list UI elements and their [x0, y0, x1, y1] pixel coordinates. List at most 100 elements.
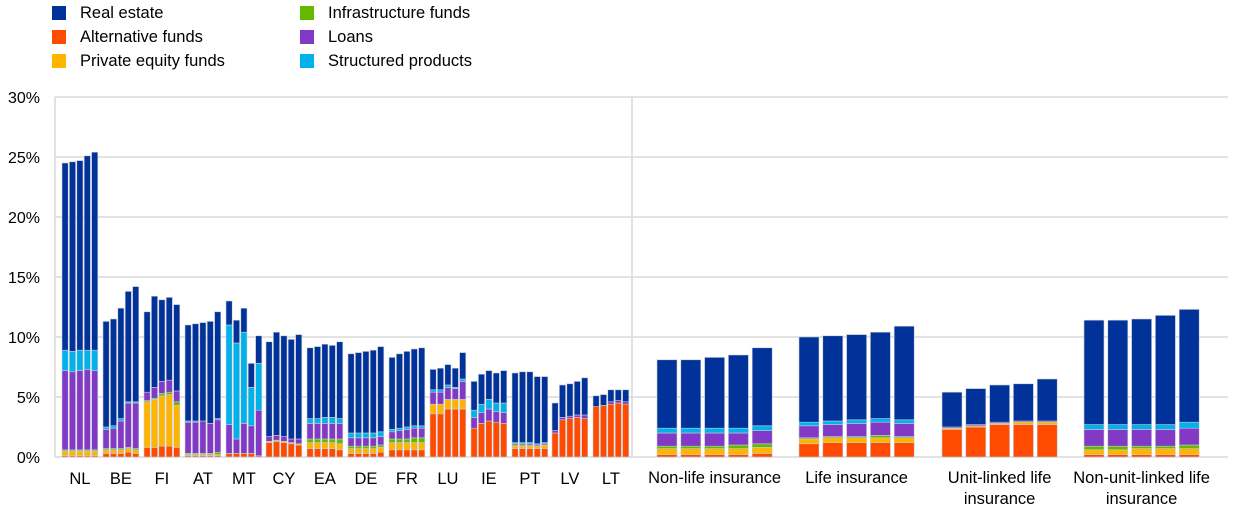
bar-segment-private-equity-funds	[117, 449, 125, 454]
bar-segment-alternative-funds	[287, 443, 295, 458]
bar-segment-real-estate	[132, 286, 140, 403]
bar-segment-private-equity-funds	[61, 450, 69, 457]
bar-segment-real-estate	[214, 311, 222, 419]
bar-segment-structured-products	[306, 418, 314, 424]
bar-segment-loans	[870, 421, 891, 436]
bar-segment-real-estate	[206, 321, 214, 424]
bar-segment-private-equity-funds	[1178, 448, 1200, 455]
x-tick-label: MT	[232, 470, 256, 488]
x-tick-label: LT	[602, 470, 620, 488]
bar-segment-alternative-funds	[1083, 454, 1105, 458]
legend-swatch	[52, 6, 66, 20]
bar-segment-alternative-funds	[347, 453, 355, 458]
bar-segment-alternative-funds	[559, 419, 566, 458]
bar-segment-loans	[355, 437, 362, 447]
bar-segment-loans	[1083, 429, 1105, 447]
bar-segment-real-estate	[225, 300, 233, 326]
bar-segment-infrastructure-funds	[870, 435, 891, 439]
bar-segment-structured-products	[314, 418, 321, 424]
bar-segment-loans	[451, 388, 459, 400]
bar-segment-real-estate	[822, 335, 844, 422]
bar-segment-alternative-funds	[362, 453, 370, 458]
legend-swatch	[52, 54, 66, 68]
bar-segment-infrastructure-funds	[158, 393, 166, 397]
bar-segment-loans	[83, 369, 91, 451]
bar-segment-real-estate	[377, 346, 385, 433]
bar-segment-real-estate	[451, 367, 459, 388]
x-tick-label: insurance	[1106, 490, 1178, 508]
bar-segment-infrastructure-funds	[214, 451, 222, 455]
bar-segment-alternative-funds	[846, 442, 867, 458]
bar-segment-alternative-funds	[1131, 454, 1152, 458]
bar-segment-real-estate	[321, 343, 329, 418]
bar-group-lt	[592, 389, 630, 458]
x-tick-label: insurance	[964, 490, 1036, 508]
y-tick-label: 0%	[17, 450, 40, 467]
bar-segment-structured-products	[355, 432, 362, 439]
x-tick-label: CY	[272, 470, 295, 488]
bar-segment-real-estate	[846, 334, 867, 421]
bar-segment-loans	[199, 420, 207, 454]
bar-group-cy	[265, 331, 303, 458]
bar-segment-alternative-funds	[355, 453, 362, 458]
bar-segment-loans	[622, 401, 630, 405]
bar-segment-loans	[822, 424, 844, 437]
bar-segment-structured-products	[478, 403, 485, 413]
bar-segment-loans	[102, 429, 110, 449]
bar-segment-alternative-funds	[607, 403, 615, 458]
bar-segment-alternative-funds	[459, 408, 467, 458]
bar-segment-structured-products	[500, 402, 508, 413]
bar-segment-alternative-funds	[519, 448, 526, 458]
bar-segment-loans	[470, 417, 478, 429]
bar-segment-loans	[369, 437, 377, 447]
bar-segment-structured-products	[437, 389, 444, 393]
bar-segment-alternative-funds	[280, 442, 288, 458]
bar-segment-real-estate	[478, 373, 485, 405]
bar-segment-private-equity-funds	[1013, 421, 1034, 425]
x-tick-label: NL	[69, 470, 90, 488]
bar-segment-alternative-funds	[124, 451, 132, 458]
x-tick-label: IE	[481, 470, 497, 488]
bar-segment-structured-products	[110, 425, 117, 429]
bar-segment-infrastructure-funds	[751, 443, 773, 448]
bar-segment-infrastructure-funds	[336, 438, 344, 445]
x-tick-label: Unit-linked life	[948, 469, 1052, 487]
bars	[61, 151, 1200, 458]
bar-segment-real-estate	[61, 162, 69, 351]
bar-group-unit-linked-life-insurance	[941, 378, 1058, 458]
bar-segment-structured-products	[410, 425, 418, 429]
bar-segment-structured-products	[704, 427, 725, 434]
bar-segment-loans	[410, 427, 418, 439]
bar-segment-alternative-funds	[893, 442, 915, 458]
bar-segment-infrastructure-funds	[704, 445, 725, 449]
bar-segment-infrastructure-funds	[410, 437, 418, 443]
bar-segment-alternative-funds	[1155, 454, 1176, 458]
bar-segment-real-estate	[124, 291, 132, 403]
bar-segment-infrastructure-funds	[680, 445, 702, 449]
bar-group-life-insurance	[798, 325, 915, 458]
bar-segment-real-estate	[110, 318, 117, 427]
bar-segment-structured-products	[369, 432, 377, 439]
bar-segment-loans	[559, 417, 566, 421]
bar-segment-structured-products	[76, 349, 84, 371]
x-tick-label: DE	[354, 470, 377, 488]
bar-segment-alternative-funds	[336, 449, 344, 458]
bar-segment-alternative-funds	[1178, 454, 1200, 458]
bar-segment-real-estate	[526, 371, 534, 443]
bar-segment-real-estate	[273, 331, 280, 436]
bar-segment-private-equity-funds	[173, 405, 181, 448]
bar-group-non-unit-linked-life-insurance	[1083, 309, 1200, 458]
bar-segment-loans	[280, 436, 288, 442]
y-tick-label: 15%	[8, 270, 40, 287]
bar-segment-infrastructure-funds	[1107, 445, 1129, 451]
bar-segment-alternative-funds	[225, 453, 233, 458]
bar-segment-alternative-funds	[592, 406, 600, 458]
bar-segment-structured-products	[328, 417, 336, 424]
bar-segment-structured-products	[418, 425, 426, 429]
bar-segment-loans	[192, 421, 199, 454]
bar-group-non-life-insurance	[656, 347, 773, 458]
bar-segment-real-estate	[1083, 319, 1105, 425]
x-tick-label: LU	[437, 470, 458, 488]
legend-item-infrastructure-funds: Infrastructure funds	[300, 3, 470, 23]
bar-segment-real-estate	[192, 323, 199, 422]
